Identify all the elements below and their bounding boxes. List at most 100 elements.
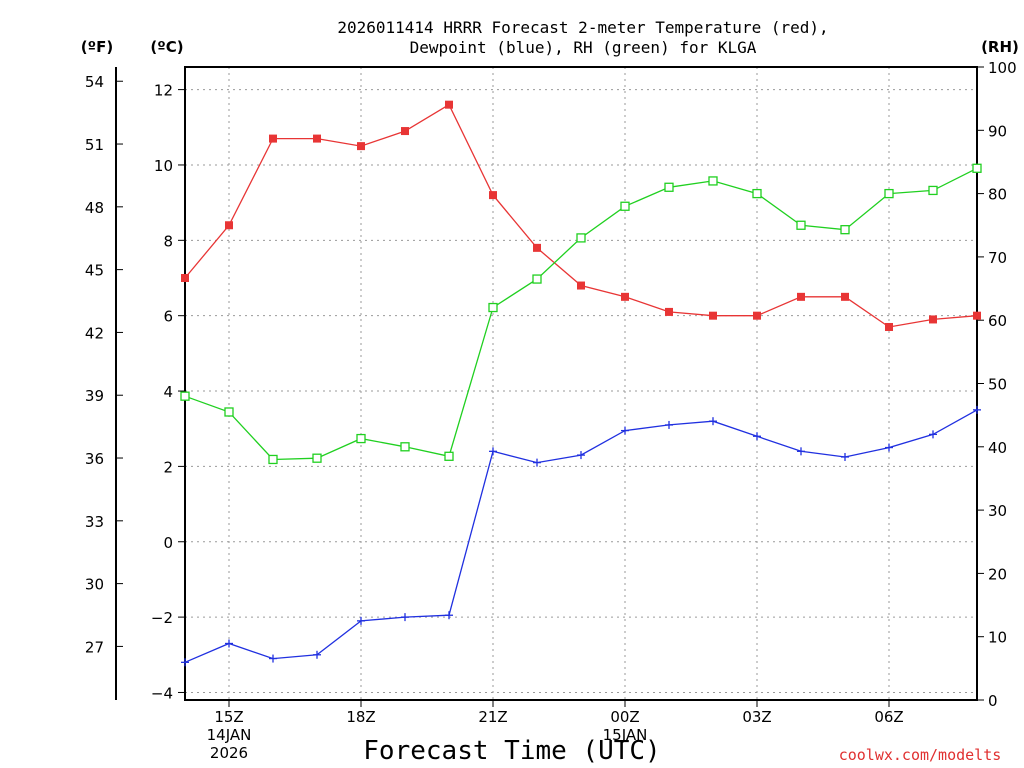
plot-frame <box>184 66 978 701</box>
x-tick-label: 18Z <box>346 708 375 726</box>
x-tick-label: 00Z <box>610 708 639 726</box>
rh-tick-label: 100 <box>988 59 1017 77</box>
data-point <box>576 233 586 243</box>
fahrenheit-tick-label: 42 <box>85 324 104 342</box>
data-point <box>841 452 849 461</box>
rh-tick-label: 20 <box>988 565 1007 583</box>
data-point <box>268 454 278 465</box>
data-point <box>269 134 277 143</box>
data-point <box>489 191 497 200</box>
celsius-tick-label: 2 <box>163 458 173 476</box>
data-point <box>577 451 585 460</box>
data-point <box>445 611 453 620</box>
data-point <box>489 447 497 456</box>
x-axis-title: Forecast Time (UTC) <box>363 736 660 766</box>
chart-title-line-2: Dewpoint (blue), RH (green) for KLGA <box>410 38 757 57</box>
data-point <box>973 311 981 320</box>
data-point <box>709 417 717 426</box>
data-point <box>400 442 410 452</box>
rh-tick-label: 0 <box>988 692 998 710</box>
rh-unit-label: (RH) <box>981 38 1019 56</box>
celsius-tick-label: −4 <box>151 684 173 702</box>
data-point <box>664 182 674 192</box>
data-point <box>753 432 761 441</box>
fahrenheit-tick-label: 36 <box>85 450 104 468</box>
rh-tick-label: 70 <box>988 249 1007 267</box>
data-point <box>577 281 585 290</box>
data-point <box>533 458 541 467</box>
data-series <box>180 100 982 667</box>
data-point <box>885 443 893 452</box>
data-point <box>357 142 365 151</box>
celsius-tick-label: −2 <box>151 609 173 627</box>
celsius-tick-label: 6 <box>163 308 173 326</box>
data-point <box>313 134 321 143</box>
x-tick-label: 14JAN <box>207 726 252 744</box>
data-point <box>621 292 629 301</box>
fahrenheit-tick-label: 39 <box>85 387 104 405</box>
rh-tick-label: 90 <box>988 122 1007 140</box>
fahrenheit-tick-label: 54 <box>85 73 104 91</box>
data-point <box>269 654 277 663</box>
data-point <box>313 650 321 659</box>
data-point <box>841 292 849 301</box>
x-tick-label: 2026 <box>210 744 248 762</box>
data-point <box>929 315 937 324</box>
data-point <box>181 658 189 667</box>
fahrenheit-tick-label: 45 <box>85 262 104 280</box>
celsius-tick-label: 4 <box>163 383 173 401</box>
series-line <box>184 103 978 328</box>
series-line <box>184 167 978 461</box>
data-point <box>533 243 541 252</box>
data-point <box>620 201 630 211</box>
data-point <box>621 426 629 435</box>
data-point <box>357 616 365 625</box>
data-point <box>929 430 937 439</box>
data-point <box>488 302 498 313</box>
x-tick-label: 21Z <box>478 708 507 726</box>
data-point <box>225 221 233 230</box>
rh-tick-label: 40 <box>988 439 1007 457</box>
data-point <box>708 176 718 186</box>
data-point <box>401 127 409 136</box>
data-point <box>444 451 454 461</box>
data-point <box>972 163 982 173</box>
data-point <box>797 292 805 301</box>
chart-title: 2026011414 HRRR Forecast 2-meter Tempera… <box>337 18 828 57</box>
rh-tick-label: 80 <box>988 186 1007 204</box>
fahrenheit-tick-label: 30 <box>85 576 104 594</box>
data-point <box>797 447 805 456</box>
series-line <box>184 409 978 663</box>
series-rh <box>180 163 982 465</box>
data-point <box>796 220 806 230</box>
data-point <box>840 225 850 235</box>
data-point <box>532 274 542 284</box>
x-tick-label: 15Z <box>214 708 243 726</box>
series-2-meter-temperature <box>181 100 981 331</box>
series-dewpoint <box>181 405 981 667</box>
data-point <box>181 274 189 282</box>
data-point <box>709 311 717 320</box>
data-point <box>973 405 981 414</box>
celsius-tick-label: 12 <box>154 82 173 100</box>
data-point <box>884 188 894 199</box>
source-credit: coolwx.com/modelts <box>839 746 1002 764</box>
fahrenheit-tick-label: 48 <box>85 199 104 217</box>
rh-tick-label: 30 <box>988 502 1007 520</box>
grid <box>185 67 977 700</box>
fahrenheit-tick-label: 51 <box>85 136 104 154</box>
fahrenheit-unit-label: (ºF) <box>81 38 113 56</box>
data-point <box>445 100 453 109</box>
x-tick-label: 03Z <box>742 708 771 726</box>
celsius-tick-label: 10 <box>154 157 173 175</box>
x-tick-label: 15JAN <box>603 726 648 744</box>
fahrenheit-tick-label: 27 <box>85 638 104 656</box>
axes: −4 −2 0 2 4 6 8 10 12 27 30 33 36 39 42 45 48 51 54 0 10 20 30… <box>85 59 1017 762</box>
rh-tick-label: 50 <box>988 376 1007 394</box>
data-point <box>928 185 938 196</box>
rh-tick-label: 60 <box>988 312 1007 330</box>
data-point <box>224 407 234 417</box>
celsius-tick-label: 8 <box>163 232 173 250</box>
data-point <box>665 420 673 429</box>
